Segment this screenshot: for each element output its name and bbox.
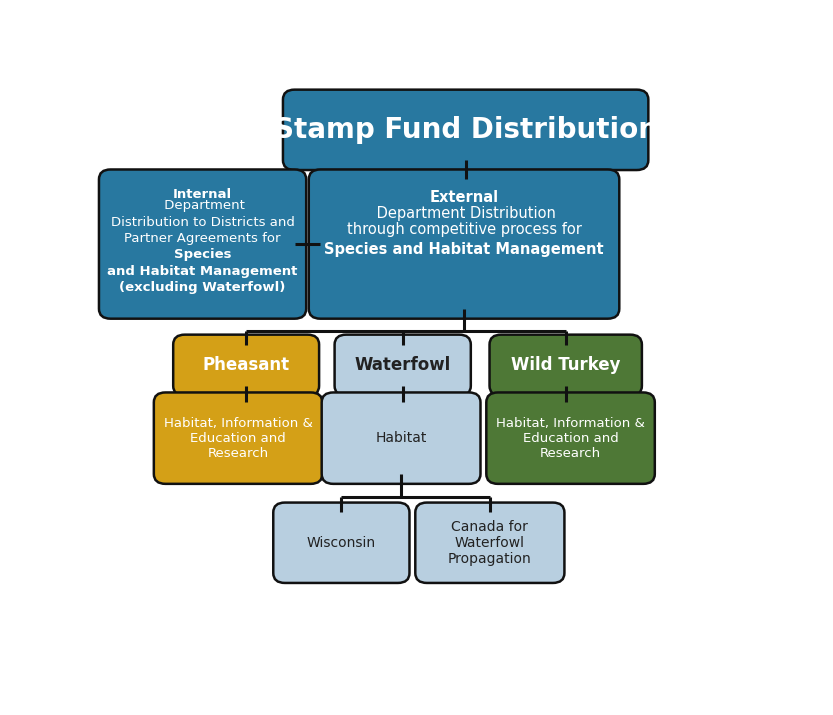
Text: Wisconsin: Wisconsin [307,536,376,550]
FancyBboxPatch shape [154,393,322,484]
Text: Pheasant: Pheasant [202,356,290,374]
Text: and Habitat Management: and Habitat Management [107,265,297,277]
Text: Species: Species [174,248,232,261]
FancyBboxPatch shape [309,169,619,319]
Text: Waterfowl: Waterfowl [355,356,451,374]
Text: (excluding Waterfowl): (excluding Waterfowl) [119,281,286,294]
Text: Habitat: Habitat [376,431,426,445]
Text: Distribution to Districts and: Distribution to Districts and [111,215,295,229]
Text: Habitat, Information &
Education and
Research: Habitat, Information & Education and Res… [496,417,645,460]
Text: through competitive process for: through competitive process for [347,222,581,237]
Text: Stamp Fund Distribution: Stamp Fund Distribution [274,116,657,144]
Text: Partner Agreements for: Partner Agreements for [124,232,281,245]
FancyBboxPatch shape [173,335,319,396]
FancyBboxPatch shape [416,503,565,583]
Text: Canada for
Waterfowl
Propagation: Canada for Waterfowl Propagation [448,520,531,566]
FancyBboxPatch shape [322,393,481,484]
FancyBboxPatch shape [99,169,307,319]
Text: Department Distribution: Department Distribution [372,205,556,220]
Text: Species and Habitat Management: Species and Habitat Management [324,242,604,257]
Text: Internal: Internal [173,188,232,202]
FancyBboxPatch shape [283,89,648,170]
Text: Wild Turkey: Wild Turkey [511,356,621,374]
Text: External: External [430,190,499,205]
Text: Habitat, Information &
Education and
Research: Habitat, Information & Education and Res… [163,417,312,460]
Text: Department: Department [160,199,245,212]
FancyBboxPatch shape [486,393,655,484]
FancyBboxPatch shape [490,335,642,396]
FancyBboxPatch shape [335,335,471,396]
FancyBboxPatch shape [273,503,410,583]
